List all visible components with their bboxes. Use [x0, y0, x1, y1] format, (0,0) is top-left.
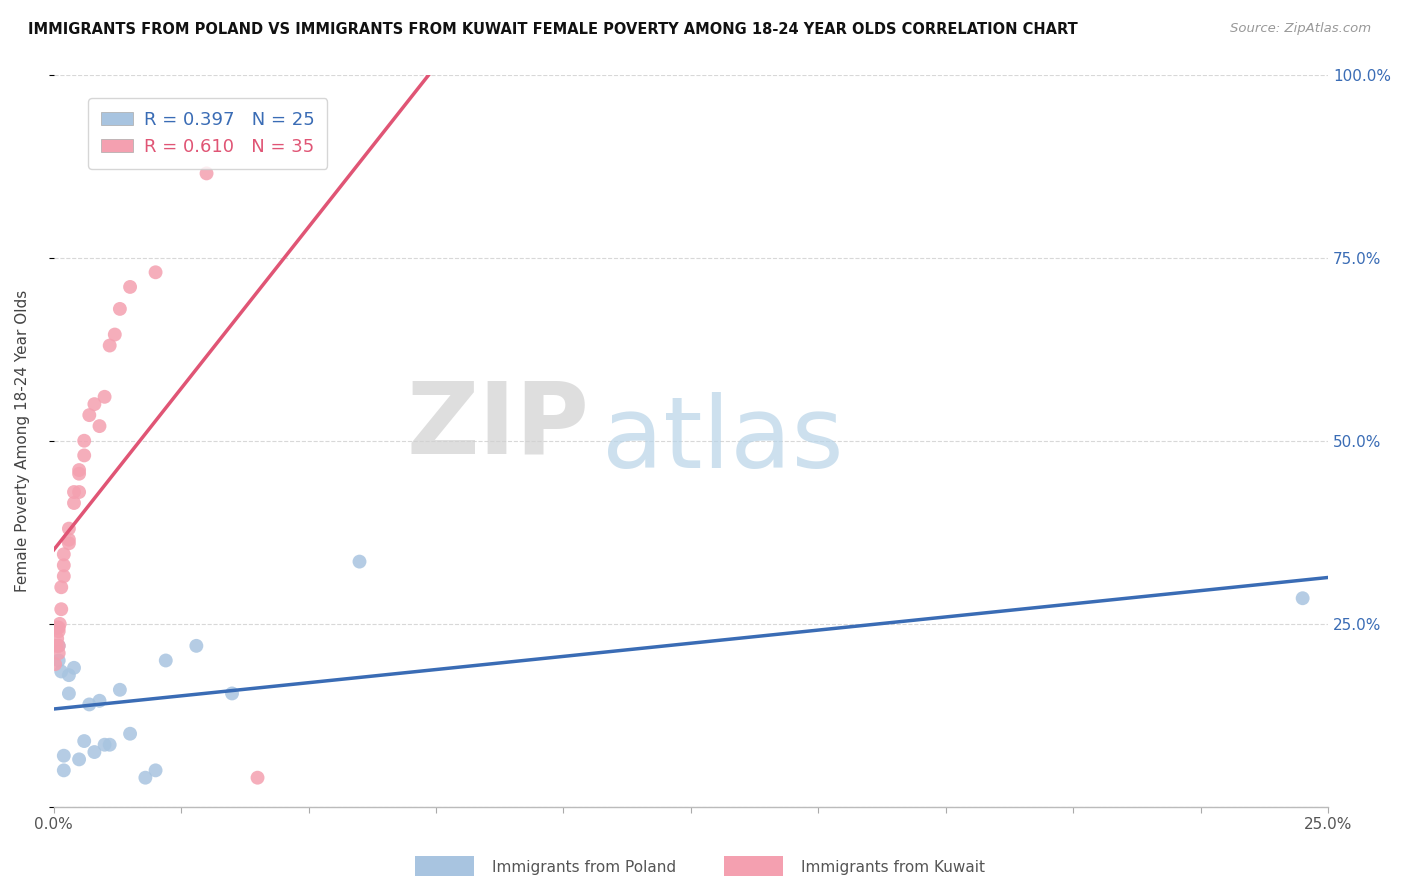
- Point: [73, 449, 96, 463]
- Point: [195, 166, 218, 180]
- Point: [52, 558, 75, 573]
- Point: [52, 569, 75, 583]
- Point: [45, 639, 67, 653]
- Point: [98, 738, 121, 752]
- Point: [63, 496, 86, 510]
- Point: [52, 764, 75, 778]
- Point: [48, 639, 70, 653]
- Point: [63, 661, 86, 675]
- Point: [145, 764, 167, 778]
- Point: [58, 686, 80, 700]
- Point: [44, 657, 66, 672]
- Point: [89, 419, 111, 434]
- Point: [108, 682, 131, 697]
- Point: [186, 639, 208, 653]
- Point: [108, 301, 131, 316]
- Point: [134, 771, 156, 785]
- Point: [52, 748, 75, 763]
- Legend: R = 0.397   N = 25, R = 0.610   N = 35: R = 0.397 N = 25, R = 0.610 N = 35: [89, 98, 328, 169]
- Point: [51, 580, 73, 594]
- Point: [83, 397, 105, 411]
- Point: [89, 694, 111, 708]
- Point: [67, 752, 90, 766]
- Point: [79, 408, 101, 422]
- Point: [246, 771, 269, 785]
- Point: [93, 390, 115, 404]
- Point: [45, 621, 67, 635]
- Point: [58, 536, 80, 550]
- Point: [349, 555, 371, 569]
- Point: [46, 632, 69, 646]
- Point: [221, 686, 243, 700]
- Point: [73, 434, 96, 448]
- Text: atlas: atlas: [602, 392, 844, 489]
- Point: [58, 533, 80, 547]
- Point: [67, 463, 90, 477]
- Y-axis label: Female Poverty Among 18-24 Year Olds: Female Poverty Among 18-24 Year Olds: [15, 290, 30, 592]
- Point: [48, 653, 70, 667]
- Point: [79, 698, 101, 712]
- Point: [120, 727, 142, 741]
- Point: [83, 745, 105, 759]
- Point: [98, 338, 121, 352]
- Point: [120, 280, 142, 294]
- Point: [48, 624, 70, 639]
- Text: Immigrants from Poland: Immigrants from Poland: [492, 860, 676, 874]
- Point: [1291, 591, 1313, 606]
- Point: [58, 668, 80, 682]
- Point: [145, 265, 167, 279]
- Point: [63, 485, 86, 500]
- Point: [48, 621, 70, 635]
- Point: [51, 665, 73, 679]
- Point: [52, 547, 75, 561]
- Text: ZIP: ZIP: [406, 377, 589, 475]
- Point: [93, 738, 115, 752]
- Point: [46, 621, 69, 635]
- Point: [67, 485, 90, 500]
- Point: [67, 467, 90, 481]
- Point: [51, 602, 73, 616]
- Text: Source: ZipAtlas.com: Source: ZipAtlas.com: [1230, 22, 1371, 36]
- Text: IMMIGRANTS FROM POLAND VS IMMIGRANTS FROM KUWAIT FEMALE POVERTY AMONG 18-24 YEAR: IMMIGRANTS FROM POLAND VS IMMIGRANTS FRO…: [28, 22, 1078, 37]
- Point: [58, 522, 80, 536]
- Text: Immigrants from Kuwait: Immigrants from Kuwait: [801, 860, 986, 874]
- Point: [48, 616, 70, 631]
- Point: [73, 734, 96, 748]
- Point: [155, 653, 177, 667]
- Point: [48, 639, 70, 653]
- Point: [104, 327, 127, 342]
- Point: [48, 646, 70, 660]
